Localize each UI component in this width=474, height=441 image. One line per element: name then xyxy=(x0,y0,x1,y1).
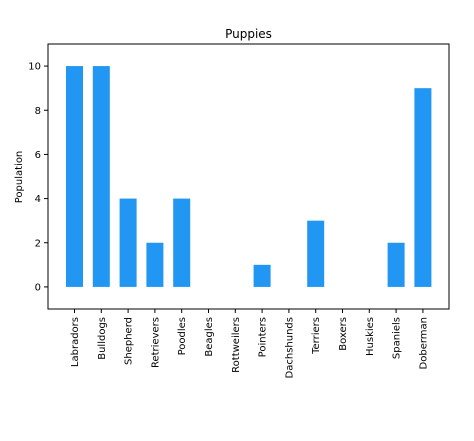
bar-poodles xyxy=(173,198,191,287)
y-tick-label: 8 xyxy=(35,106,41,117)
x-tick-label: Boxers xyxy=(338,317,349,351)
x-tick-label: Beagles xyxy=(204,317,215,357)
x-tick-label: Huskies xyxy=(365,317,376,356)
bar-labradors xyxy=(66,66,83,287)
x-tick-label: Bulldogs xyxy=(97,317,108,360)
bar-pointers xyxy=(253,264,271,287)
bar-retrievers xyxy=(146,242,164,287)
x-tick-label: Terriers xyxy=(311,317,322,355)
x-tick-label: Labradors xyxy=(70,317,81,367)
y-axis-label: Population xyxy=(14,151,25,204)
x-ticks-group: Labradors Bulldogs Shepherd Retrievers Poodl… xyxy=(70,309,429,378)
y-tick-label: 2 xyxy=(35,238,41,249)
x-tick-label: Retrievers xyxy=(150,317,161,368)
y-tick-label: 6 xyxy=(35,150,41,161)
plot-frame xyxy=(47,43,450,310)
bars-group xyxy=(66,66,432,287)
x-tick-label: Rottweilers xyxy=(231,317,242,373)
y-ticks-group: 0 2 4 6 8 10 xyxy=(28,62,48,293)
x-tick-label: Dachshunds xyxy=(284,317,295,378)
bar-shepherd xyxy=(119,198,137,287)
chart-title: Puppies xyxy=(225,27,272,41)
y-tick-label: 10 xyxy=(28,62,41,73)
x-tick-label: Shepherd xyxy=(124,317,135,365)
x-tick-label: Poodles xyxy=(177,317,188,355)
bar-terriers xyxy=(307,220,325,287)
x-tick-label: Pointers xyxy=(258,317,269,357)
bar-spaniels xyxy=(387,242,405,287)
bar-doberman xyxy=(414,88,432,287)
y-tick-label: 0 xyxy=(35,282,41,293)
x-tick-label: Spaniels xyxy=(392,317,403,359)
y-tick-label: 4 xyxy=(35,194,41,205)
x-tick-label: Doberman xyxy=(418,317,429,369)
bar-bulldogs xyxy=(92,66,110,287)
